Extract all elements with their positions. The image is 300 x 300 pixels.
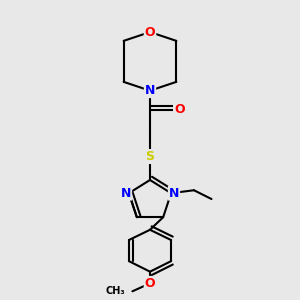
Text: N: N	[145, 84, 155, 97]
Text: S: S	[146, 150, 154, 163]
Text: O: O	[174, 103, 184, 116]
Text: O: O	[145, 26, 155, 39]
Text: CH₃: CH₃	[106, 286, 125, 296]
Text: N: N	[121, 187, 131, 200]
Text: O: O	[145, 277, 155, 290]
Text: N: N	[169, 187, 179, 200]
